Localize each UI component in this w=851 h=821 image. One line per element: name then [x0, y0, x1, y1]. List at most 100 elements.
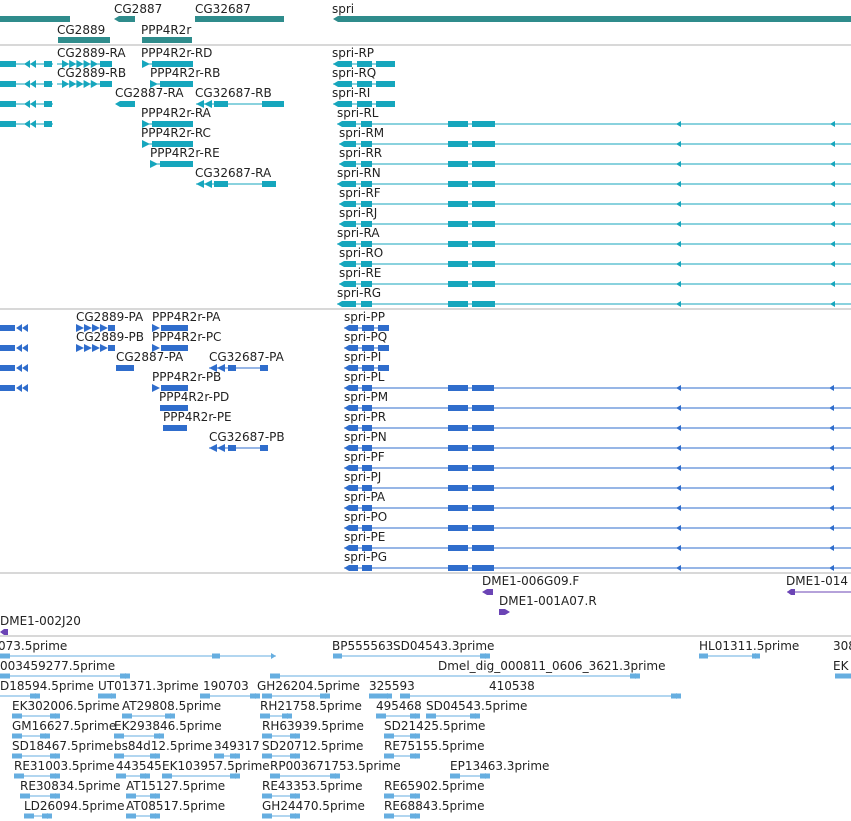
strand-arrow [829, 545, 834, 551]
strand-arrow [295, 753, 300, 759]
strand-arrow [829, 465, 834, 471]
exon-box [262, 753, 272, 759]
exon-box [448, 281, 468, 287]
est-label: HL01311.5prime [699, 639, 799, 653]
est-label: 003459277.5prime [0, 659, 115, 673]
exon-box [362, 485, 372, 491]
strand-arrow [676, 241, 681, 247]
exon-box [357, 61, 372, 67]
exon-box [30, 80, 36, 88]
exon-box [0, 673, 10, 679]
feature-label: spri-RF [339, 186, 381, 200]
exon-box [69, 60, 77, 68]
strand-arrow [829, 485, 834, 491]
exon-box [361, 201, 372, 207]
est-label: AT29808.5prime [122, 699, 221, 713]
exon-box [0, 653, 10, 659]
exon-box [160, 405, 188, 411]
exon-box [378, 365, 389, 371]
strand-arrow [235, 753, 240, 759]
exon-box [448, 385, 468, 391]
exon-box [787, 589, 795, 595]
exon-box [339, 261, 356, 267]
exon-box [84, 344, 92, 352]
exon-box [12, 753, 22, 759]
exon-box [378, 325, 389, 331]
feature-label: spri-PF [344, 450, 385, 464]
strand-arrow [111, 693, 116, 699]
exon-box [152, 61, 193, 67]
est-label: EK [833, 659, 850, 673]
est-label: RE65902.5prime [384, 779, 485, 793]
strand-arrow [829, 425, 834, 431]
strand-arrow [829, 525, 834, 531]
exon-box [100, 324, 108, 332]
exon-box [472, 485, 494, 491]
exon-box [24, 120, 30, 128]
strand-arrow [415, 753, 420, 759]
exon-box [62, 80, 70, 88]
clone-label: DME1-002J20 [0, 614, 81, 628]
exon-box [448, 181, 468, 187]
exon-box [472, 221, 495, 227]
est-label: EP13463.3prime [450, 759, 549, 773]
exon-box [361, 301, 372, 307]
exon-box [76, 344, 84, 352]
exon-box [472, 465, 494, 471]
feature-label: spri-RQ [332, 66, 376, 80]
est-label: AT08517.5prime [126, 799, 225, 813]
exon-box [196, 100, 204, 108]
feature-label: CG2889-RB [57, 66, 126, 80]
est-label: EK302006.5prime [12, 699, 120, 713]
feature-label: spri-RR [339, 146, 382, 160]
exon-box [448, 425, 468, 431]
strand-arrow [295, 813, 300, 819]
exon-box [200, 693, 210, 699]
exon-box [160, 161, 193, 167]
exon-box [369, 693, 392, 699]
exon-box [448, 201, 468, 207]
strand-arrow [830, 261, 835, 267]
exon-box [448, 405, 468, 411]
exon-box [362, 445, 372, 451]
exon-box [161, 325, 188, 331]
exon-box [448, 445, 468, 451]
exon-box [0, 365, 15, 371]
est-label: GH24470.5prime [262, 799, 365, 813]
exon-box [12, 733, 22, 739]
exon-box [344, 485, 358, 491]
exon-box [0, 16, 70, 22]
feature-label: CG2889-PB [76, 330, 144, 344]
strand-arrow [830, 221, 835, 227]
feature-label: PPP4R2r-PA [152, 310, 221, 324]
est-label: LD26094.5prime [24, 799, 125, 813]
feature-label: CG2887-RA [115, 86, 184, 100]
strand-arrow [829, 385, 834, 391]
strand-arrow [45, 733, 50, 739]
feature-label: spri-RM [339, 126, 384, 140]
est-label: RH63939.5prime [262, 719, 364, 733]
exon-box [344, 465, 358, 471]
strand-arrow [829, 445, 834, 451]
strand-arrow [676, 693, 681, 699]
exon-box [142, 120, 150, 128]
exon-box [362, 465, 372, 471]
exon-box [90, 80, 98, 88]
exon-box [16, 364, 22, 372]
feature-label: PPP4R2r-RE [150, 146, 220, 160]
est-label: SD04543.5prime [426, 699, 527, 713]
exon-box [472, 545, 494, 551]
exon-box [448, 505, 468, 511]
exon-box [100, 81, 112, 87]
exon-box [209, 444, 217, 452]
gene-label: spri [332, 2, 354, 16]
strand-arrow [485, 653, 490, 659]
est-label: 308 [833, 639, 851, 653]
exon-box [108, 345, 115, 351]
exon-box [472, 161, 495, 167]
exon-box [448, 301, 468, 307]
strand-arrow [255, 693, 260, 699]
exon-box [214, 101, 228, 107]
exon-box [214, 181, 228, 187]
exon-box [362, 385, 372, 391]
